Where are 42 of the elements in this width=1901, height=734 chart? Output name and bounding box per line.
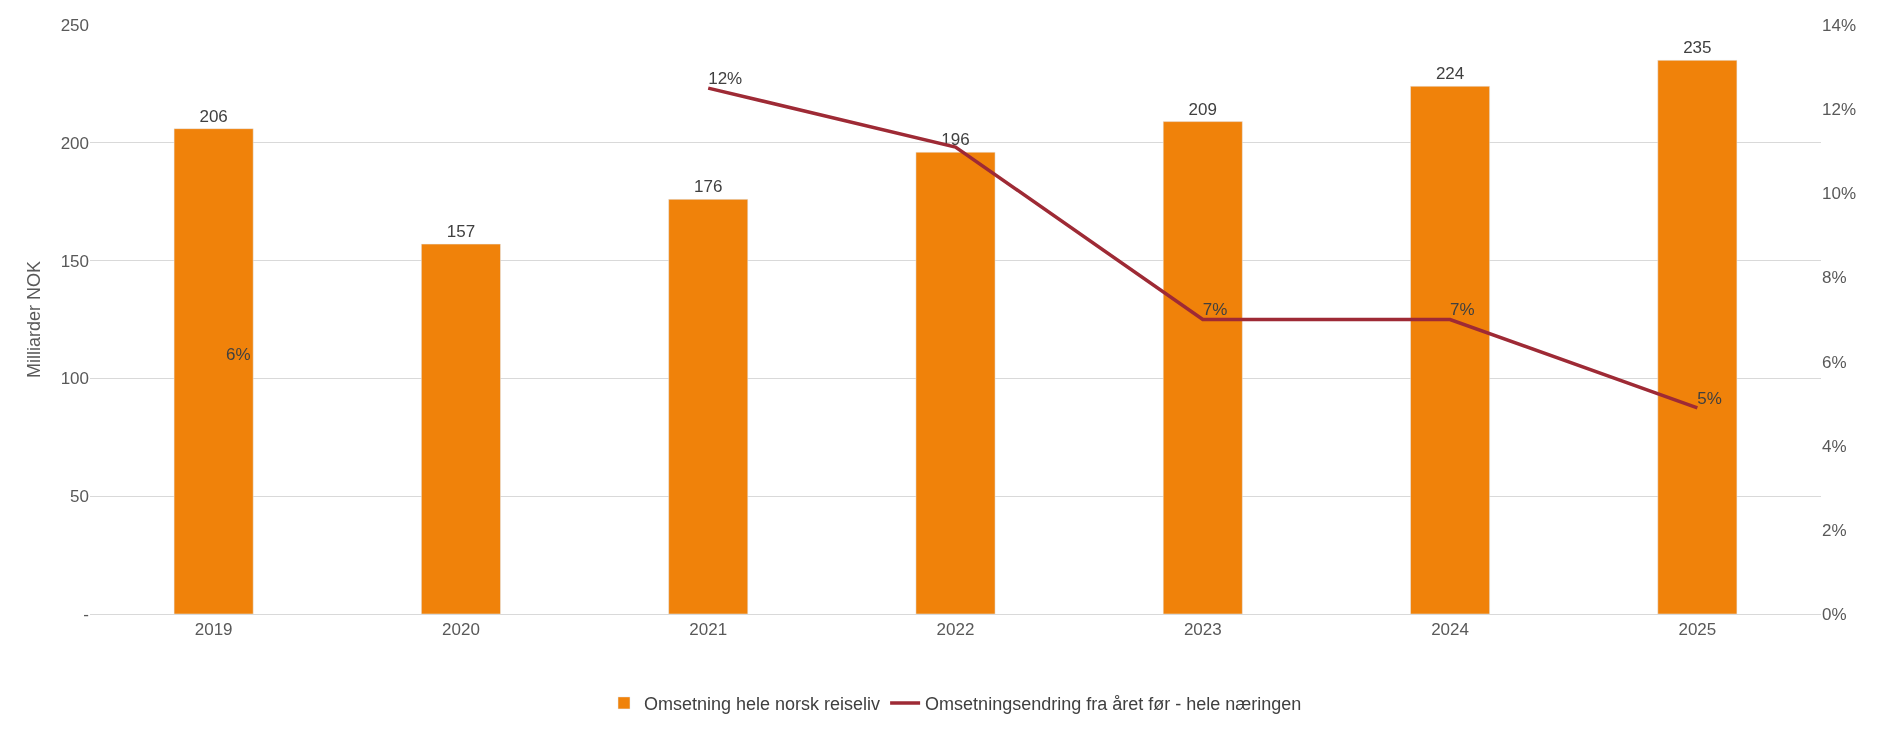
bar [915, 151, 996, 614]
bar [1410, 86, 1490, 614]
y-tick-label: 250 [60, 15, 89, 35]
x-tick-label: 2021 [689, 620, 728, 640]
legend-label: Omsetning hele norsk reiseliv [644, 693, 881, 714]
data-label: 157 [446, 222, 476, 242]
x-tick-label: 2022 [936, 620, 975, 640]
bar [1162, 121, 1243, 614]
annotation: 6% [226, 345, 251, 364]
y2-tick-label: 8% [1822, 268, 1847, 288]
y-axis-title: Milliarder NOK [23, 260, 44, 379]
legend-label: Omsetningsendring fra året før - hele næringen [925, 693, 1302, 714]
data-label: 12% [708, 68, 743, 88]
y-tick-label: - [83, 604, 89, 624]
y-tick-label: 150 [60, 251, 89, 271]
bar [173, 128, 254, 614]
y2-tick-label: 6% [1822, 352, 1847, 372]
y2-tick-label: 4% [1822, 436, 1847, 456]
x-tick-label: 2025 [1678, 620, 1717, 640]
x-tick-label: 2024 [1431, 620, 1469, 640]
data-label: 7% [1202, 300, 1228, 320]
y2-tick-label: 10% [1822, 184, 1857, 204]
y2-tick-label: 14% [1822, 15, 1857, 35]
bar [668, 199, 749, 614]
bar [421, 243, 501, 614]
y2-tick-label: 2% [1822, 520, 1847, 540]
y-tick-label: 200 [60, 133, 89, 153]
bar [1657, 60, 1738, 614]
x-tick-label: 2023 [1183, 620, 1222, 640]
y2-tick-label: 0% [1822, 604, 1847, 624]
y-tick-label: 100 [60, 369, 89, 389]
data-label: 176 [694, 177, 723, 197]
data-label: 235 [1683, 38, 1712, 58]
y-tick-label: 50 [70, 487, 89, 507]
data-label: 5% [1697, 388, 1722, 408]
data-label: 206 [199, 106, 228, 126]
data-label: 209 [1188, 99, 1217, 119]
x-tick-label: 2019 [194, 620, 233, 640]
x-tick-label: 2020 [442, 620, 480, 640]
data-label: 224 [1435, 64, 1465, 84]
data-label: 7% [1450, 300, 1475, 320]
y2-tick-label: 12% [1822, 100, 1857, 120]
